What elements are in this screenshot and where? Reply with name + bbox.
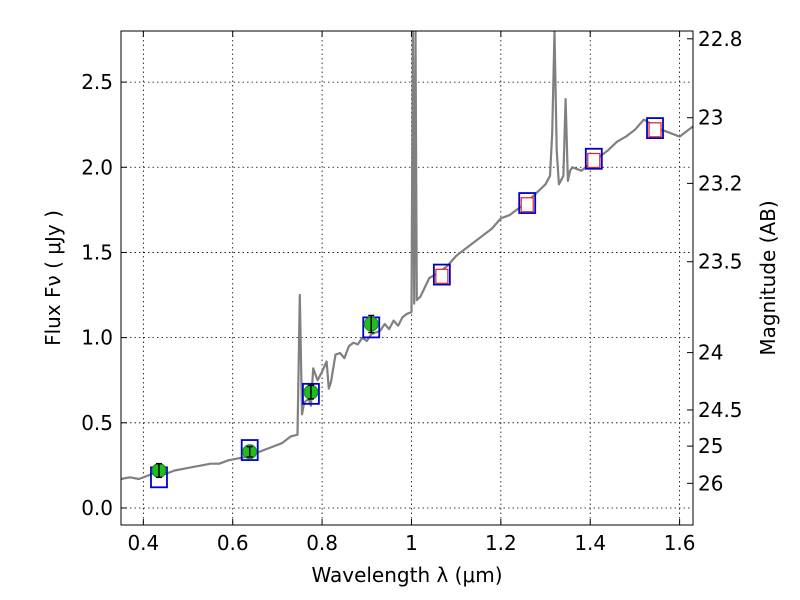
photometry-layer	[150, 117, 664, 489]
x-tick-label: 1	[405, 531, 418, 555]
model-photometry-box	[584, 147, 603, 170]
magnitude-axis-ticks: 22.8 23 23.2 23.5 24 24.5 25 26	[687, 27, 743, 495]
x-tick-label: 0.6	[217, 531, 249, 555]
magnitude-tick-label: 22.8	[698, 27, 743, 51]
magnitude-tick-label: 24	[698, 341, 723, 365]
model-photometry-box	[240, 439, 259, 461]
y-axis-ticks: 0.0 0.5 1.0 1.5 2.0 2.5	[81, 70, 127, 520]
model-photometry-box	[646, 117, 664, 139]
y-tick-label: 2.0	[81, 155, 113, 179]
y-tick-label: 2.5	[81, 70, 113, 94]
upper-limit-box	[435, 268, 449, 284]
x-tick-label: 1.2	[485, 531, 517, 555]
x-tick-label: 1.4	[574, 531, 606, 555]
magnitude-tick-label: 24.5	[698, 398, 743, 422]
upper-limit-box	[520, 197, 534, 213]
upper-limit-box	[587, 152, 601, 169]
y-tick-label: 1.0	[81, 326, 113, 350]
x-axis-ticks: 0.4 0.6 0.8 1 1.2 1.4 1.6	[127, 31, 696, 555]
x-tick-label: 1.6	[664, 531, 696, 555]
model-photometry-box	[518, 192, 537, 214]
model-photometry-box	[432, 263, 451, 286]
x-axis-label: Wavelength λ (μm)	[311, 563, 502, 587]
y-tick-label: 0.5	[81, 411, 113, 435]
magnitude-tick-label: 25	[698, 434, 723, 458]
x-tick-label: 0.4	[127, 531, 159, 555]
magnitude-axis-label: Magnitude (AB)	[756, 200, 780, 355]
magnitude-tick-label: 23	[698, 106, 723, 130]
model-photometry-box	[302, 382, 320, 405]
y-tick-label: 1.5	[81, 240, 113, 264]
magnitude-tick-label: 23.2	[698, 171, 743, 195]
magnitude-tick-label: 23.5	[698, 250, 743, 274]
magnitude-tick-label: 26	[698, 471, 723, 495]
plot-frame	[120, 30, 694, 526]
y-axis-label: Flux Fν ( μJy )	[41, 210, 65, 346]
x-tick-label: 0.8	[306, 531, 338, 555]
upper-limit-box	[648, 122, 662, 138]
y-tick-label: 0.0	[81, 496, 113, 520]
